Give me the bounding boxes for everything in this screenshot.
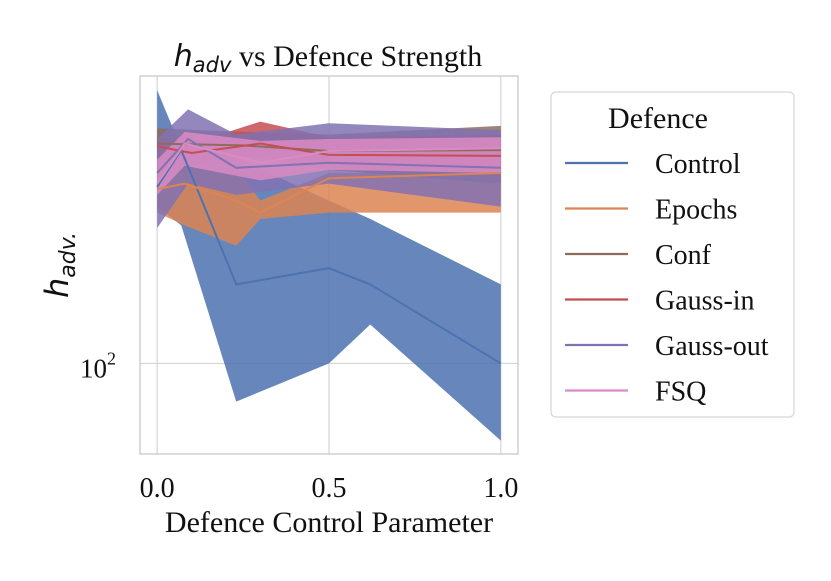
legend-label: Control	[655, 149, 741, 180]
x-tick-label: 0.5	[312, 473, 347, 504]
legend-title: Defence	[608, 102, 708, 135]
line-gauss-out	[156, 137, 501, 174]
legend-label: FSQ	[655, 377, 706, 408]
legend-item-control: Control	[565, 149, 741, 180]
legend-item-conf: Conf	[565, 240, 712, 271]
legend-label: Gauss-out	[655, 331, 769, 362]
x-axis-label: Defence Control Parameter	[165, 506, 493, 539]
title-math-sub: adv	[193, 53, 232, 77]
x-tick-label: 0.0	[140, 473, 175, 504]
legend: Defence Control Epochs Conf Gauss-in Gauss-o…	[550, 91, 795, 418]
legend-item-gauss-out: Gauss-out	[565, 331, 769, 362]
chart-title: hadv vs Defence Strength	[174, 39, 482, 77]
plot-frame	[139, 75, 519, 455]
y-axis-label: hadv.	[38, 232, 81, 298]
legend-item-fsq: FSQ	[565, 377, 706, 408]
legend-label: Epochs	[655, 195, 737, 226]
legend-box	[550, 91, 795, 418]
legend-items: Control Epochs Conf Gauss-in Gauss-out FSQ	[565, 149, 769, 408]
line-control	[156, 147, 502, 365]
title-rest: vs Defence Strength	[231, 40, 482, 73]
y-tick-label: 102	[80, 348, 116, 383]
legend-label: Gauss-in	[655, 286, 755, 317]
legend-label: Conf	[655, 240, 712, 271]
ylabel-math-sub: adv.	[56, 232, 81, 278]
x-axis-ticks: 0.0 0.5 1.0	[140, 473, 519, 504]
legend-item-epochs: Epochs	[565, 195, 737, 226]
y-axis-ticks: 102	[80, 348, 116, 383]
x-tick-label: 1.0	[483, 473, 518, 504]
legend-item-gauss-in: Gauss-in	[565, 286, 755, 317]
ylabel-math: h	[38, 278, 76, 298]
title-math: h	[174, 39, 193, 74]
series-lines	[156, 137, 502, 365]
line-fsq	[156, 142, 501, 185]
line-epochs	[156, 171, 501, 214]
